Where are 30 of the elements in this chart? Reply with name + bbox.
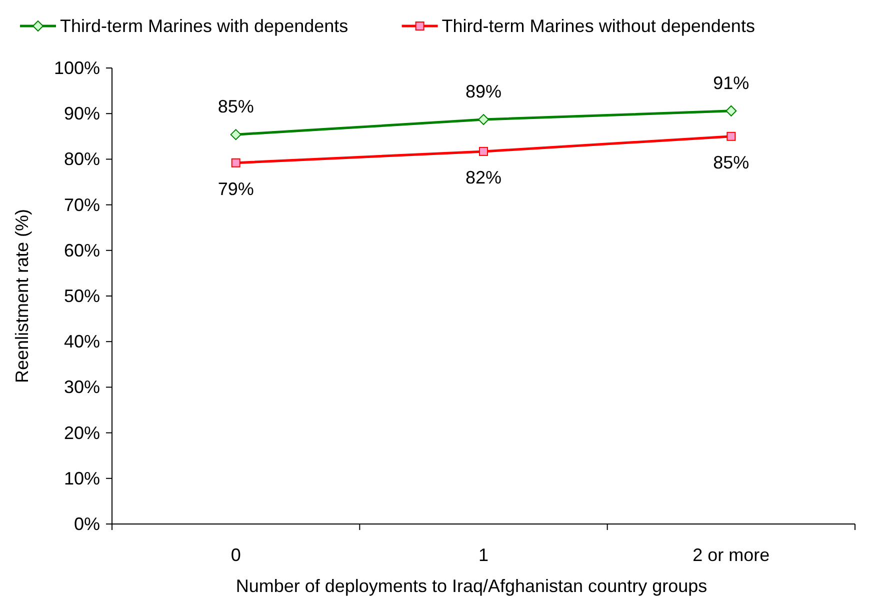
y-tick-label: 60%	[64, 240, 100, 260]
data-label: 79%	[218, 178, 254, 199]
y-axis-title: Reenlistment rate (%)	[12, 208, 32, 384]
y-tick-label: 20%	[64, 422, 100, 443]
point	[478, 114, 489, 126]
x-axis-title: Number of deployments to Iraq/Afghanistan country groups	[236, 576, 708, 596]
data-label: 82%	[465, 167, 502, 188]
x-tick-label: 2 or more	[692, 545, 770, 565]
data-label: 91%	[713, 72, 750, 93]
y-tick-label: 70%	[64, 194, 100, 215]
point	[726, 132, 736, 141]
x-tick-label: 1	[478, 545, 489, 565]
legend-label: Third-term Marines with dependents	[60, 16, 348, 36]
x-tick-label: 0	[230, 545, 241, 565]
point	[479, 146, 488, 156]
y-tick-label: 0%	[74, 514, 100, 534]
data-label: 85%	[713, 152, 750, 172]
y-tick-label: 10%	[64, 468, 100, 488]
y-tick-label: 100%	[54, 58, 100, 78]
point	[231, 158, 240, 168]
y-tick-label: 40%	[64, 332, 100, 352]
point	[230, 129, 242, 140]
data-label: 89%	[465, 82, 502, 102]
y-tick-label: 30%	[64, 377, 100, 398]
point	[726, 105, 737, 116]
data-label: 85%	[218, 96, 254, 117]
y-tick-label: 50%	[64, 286, 100, 306]
y-tick-label: 80%	[64, 149, 100, 170]
y-tick-label: 90%	[64, 104, 100, 124]
legend-label: Third-term Marines without dependents	[442, 16, 755, 36]
